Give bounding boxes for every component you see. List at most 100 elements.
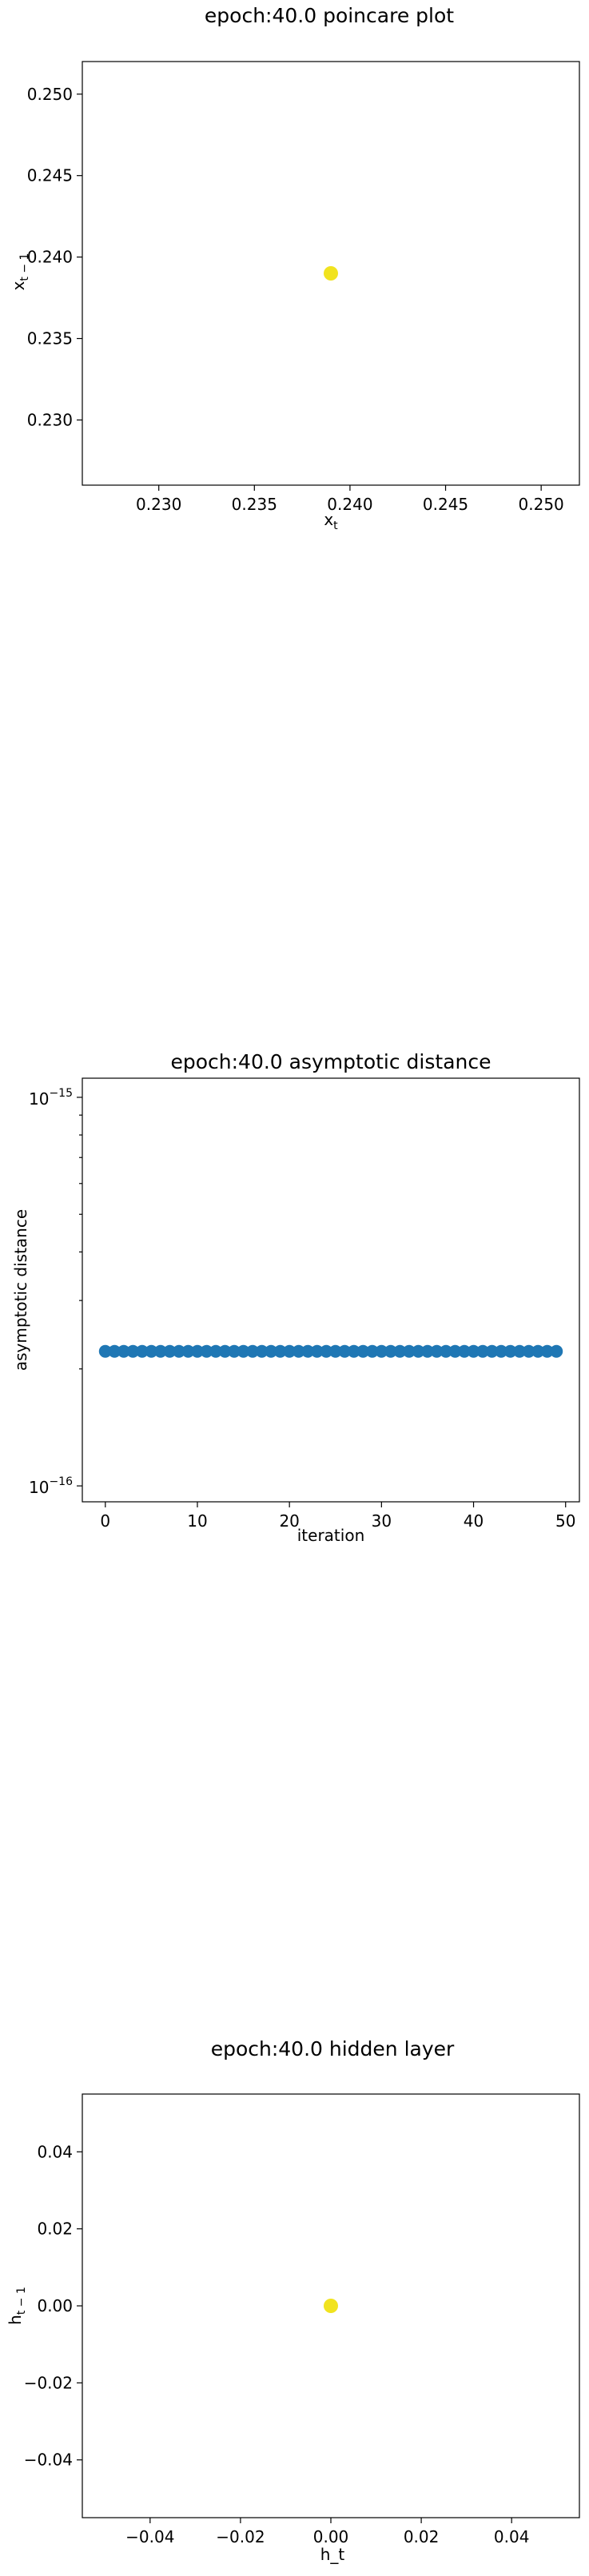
asymptotic-x-tick-label: 20: [279, 1511, 299, 1531]
asymptotic-point: [328, 1344, 342, 1358]
asymptotic-x-label: iteration: [297, 1526, 365, 1545]
asymptotic-point: [393, 1344, 407, 1358]
asymptotic-point: [495, 1344, 508, 1358]
asymptotic-x-tick-label: 30: [372, 1511, 392, 1531]
asymptotic-point: [365, 1344, 379, 1358]
asymptotic-distance-chart: epoch:40.0 asymptotic distance 0 10 20 30 40…: [11, 1050, 580, 1545]
asymptotic-x-tick-label: 50: [555, 1511, 575, 1531]
poincare-y-ticks: 0.230 0.235 0.240 0.245 0.250: [27, 85, 82, 429]
hidden-x-ticks: −0.04 −0.02 0.00 0.02 0.04: [125, 2518, 529, 2546]
hidden-x-tick-label: −0.02: [216, 2527, 265, 2546]
asymptotic-point: [283, 1344, 296, 1358]
asymptotic-point: [209, 1344, 223, 1358]
hidden-y-tick-label: 0.04: [37, 2142, 73, 2161]
asymptotic-point: [485, 1344, 499, 1358]
asymptotic-plot-frame: [82, 1077, 580, 1503]
asymptotic-point: [420, 1344, 434, 1358]
poincare-y-tick-label: 0.245: [27, 166, 73, 185]
hidden-y-ticks: −0.04 −0.02 0.00 0.02 0.04: [24, 2142, 82, 2470]
hidden-y-tick-label: 0.00: [37, 2296, 73, 2315]
asymptotic-x-ticks: 0 10 20 30 40 50: [100, 1502, 575, 1531]
poincare-x-tick-label: 0.235: [232, 495, 277, 514]
asymptotic-point: [237, 1344, 250, 1358]
asymptotic-point: [108, 1344, 121, 1358]
hidden-y-tick-label: 0.02: [37, 2220, 73, 2239]
asymptotic-point: [503, 1344, 517, 1358]
asymptotic-point: [513, 1344, 527, 1358]
poincare-y-tick-label: 0.250: [27, 85, 73, 104]
asymptotic-point: [200, 1344, 213, 1358]
hidden-x-tick-label: 0.00: [313, 2527, 349, 2546]
asymptotic-point: [320, 1344, 333, 1358]
asymptotic-point: [218, 1344, 232, 1358]
asymptotic-point: [310, 1344, 324, 1358]
asymptotic-points: [98, 1344, 563, 1358]
hidden-y-label: ht − 1: [6, 2287, 28, 2325]
asymptotic-point: [338, 1344, 352, 1358]
asymptotic-title: epoch:40.0 asymptotic distance: [170, 1050, 491, 1073]
asymptotic-point: [448, 1344, 462, 1358]
asymptotic-point: [246, 1344, 260, 1358]
asymptotic-point: [126, 1344, 140, 1358]
asymptotic-point: [228, 1344, 241, 1358]
asymptotic-point: [375, 1344, 388, 1358]
hidden-points: [324, 2299, 338, 2313]
poincare-x-tick-label: 0.250: [519, 495, 564, 514]
asymptotic-y-tick-label: 10−15: [29, 1087, 73, 1109]
asymptotic-point: [181, 1344, 195, 1358]
poincare-y-tick-label: 0.240: [27, 248, 73, 267]
asymptotic-point: [522, 1344, 535, 1358]
asymptotic-point: [145, 1344, 158, 1358]
asymptotic-point: [430, 1344, 444, 1358]
asymptotic-point: [153, 1344, 167, 1358]
asymptotic-point: [273, 1344, 287, 1358]
hidden-y-tick-label: −0.02: [24, 2373, 73, 2392]
asymptotic-x-tick-label: 40: [464, 1511, 484, 1531]
asymptotic-point: [402, 1344, 416, 1358]
hidden-title: epoch:40.0 hidden layer: [211, 2037, 455, 2060]
poincare-plot-frame: [82, 61, 580, 486]
asymptotic-point: [476, 1344, 490, 1358]
asymptotic-point: [412, 1344, 425, 1358]
poincare-x-tick-label: 0.230: [136, 495, 181, 514]
asymptotic-y-ticks: 10−16 10−15: [29, 1087, 82, 1497]
hidden-y-tick-label: −0.04: [24, 2451, 73, 2470]
asymptotic-point: [172, 1344, 185, 1358]
asymptotic-point: [458, 1344, 472, 1358]
asymptotic-point: [163, 1344, 177, 1358]
poincare-x-tick-label: 0.245: [423, 495, 468, 514]
asymptotic-point: [540, 1344, 554, 1358]
asymptotic-point: [439, 1344, 452, 1358]
asymptotic-point: [98, 1344, 112, 1358]
hidden-x-tick-label: 0.04: [494, 2527, 530, 2546]
poincare-title: epoch:40.0 poincare plot: [205, 4, 454, 27]
asymptotic-point: [117, 1344, 130, 1358]
asymptotic-x-tick-label: 10: [187, 1511, 207, 1531]
poincare-y-tick-label: 0.235: [27, 329, 73, 348]
poincare-x-tick-label: 0.240: [327, 495, 372, 514]
hidden-point: [324, 2299, 338, 2313]
asymptotic-point: [190, 1344, 204, 1358]
asymptotic-point: [135, 1344, 149, 1358]
asymptotic-point: [292, 1344, 305, 1358]
hidden-x-tick-label: −0.04: [125, 2527, 174, 2546]
hidden-layer-chart: epoch:40.0 hidden layer −0.04 −0.02 0.00 0.…: [6, 2037, 580, 2564]
poincare-chart: epoch:40.0 poincare plot 0.230 0.235 0.240…: [9, 4, 580, 532]
hidden-x-label: h_t: [320, 2545, 345, 2564]
asymptotic-point: [356, 1344, 370, 1358]
asymptotic-y-label: asymptotic distance: [11, 1209, 30, 1371]
asymptotic-point: [255, 1344, 269, 1358]
asymptotic-point: [467, 1344, 480, 1358]
poincare-y-label: xt − 1: [9, 253, 31, 291]
poincare-y-tick-label: 0.230: [27, 410, 73, 429]
asymptotic-x-tick-label: 0: [100, 1511, 110, 1531]
asymptotic-point: [550, 1344, 563, 1358]
asymptotic-point: [384, 1344, 397, 1358]
poincare-x-ticks: 0.230 0.235 0.240 0.245 0.250: [136, 485, 564, 514]
asymptotic-y-tick-label: 10−16: [29, 1475, 73, 1497]
asymptotic-point: [531, 1344, 545, 1358]
asymptotic-point: [301, 1344, 315, 1358]
poincare-point: [324, 266, 338, 281]
asymptotic-point: [265, 1344, 278, 1358]
